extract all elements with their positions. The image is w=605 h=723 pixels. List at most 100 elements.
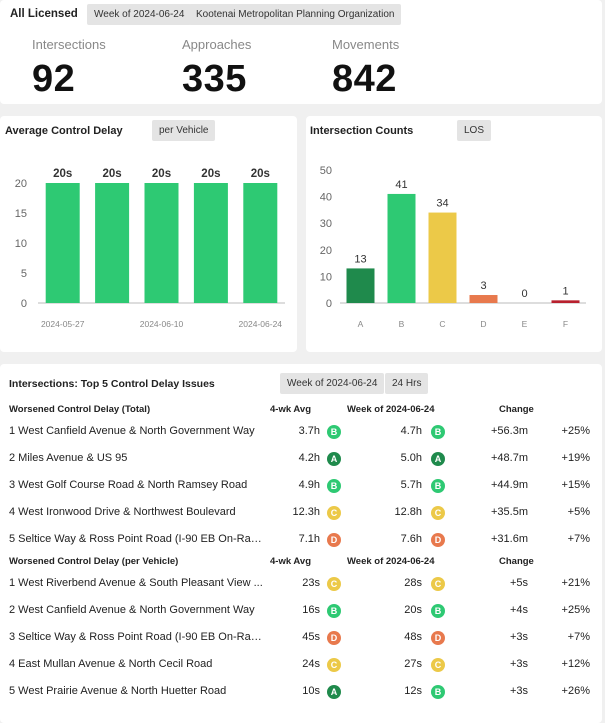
counts-chart-card: Intersection Counts LOS 0 10 20 30 40 50 13 A 41… xyxy=(306,116,602,352)
intersection-name: 4 West Ironwood Drive & Northwest Boulev… xyxy=(9,506,236,518)
x-tick-label: B xyxy=(399,319,405,329)
week-los-badge: C xyxy=(431,577,445,591)
week-delay-value: 27s xyxy=(404,658,422,670)
avg-los-badge: C xyxy=(327,577,341,591)
los-bar xyxy=(346,268,375,303)
y-tick-label: 20 xyxy=(320,245,332,257)
intersections-label: Intersections xyxy=(32,37,106,52)
week-los-badge: C xyxy=(431,506,445,520)
table-row[interactable]: 4 East Mullan Avenue & North Cecil Road 2… xyxy=(0,651,602,678)
change-percent: +21% xyxy=(561,577,590,589)
change-percent: +25% xyxy=(561,425,590,437)
avg-delay-value: 23s xyxy=(302,577,320,589)
bar-value-label: 34 xyxy=(436,198,448,210)
week-delay-value: 20s xyxy=(404,604,422,616)
section-header: Worsened Control Delay (Total) xyxy=(9,404,151,415)
per-vehicle-chip[interactable]: per Vehicle xyxy=(152,120,216,141)
delay-bar-chart: 0 5 10 15 20 20s 20s 20s 20s 20s 2024-05-27 2024-06… xyxy=(15,168,285,329)
change-value: +35.5m xyxy=(491,506,528,518)
org-filter-chip[interactable]: Kootenai Metropolitan Planning Organizat… xyxy=(189,4,402,25)
intersection-name: 4 East Mullan Avenue & North Cecil Road xyxy=(9,658,213,670)
y-tick-label: 0 xyxy=(21,298,27,310)
change-value: +48.7m xyxy=(491,452,528,464)
avg-delay-value: 4.9h xyxy=(298,479,320,491)
y-tick-label: 10 xyxy=(15,238,27,250)
change-value: +5s xyxy=(509,577,528,589)
change-value: +3s xyxy=(509,685,528,697)
y-tick-label: 20 xyxy=(15,178,27,190)
change-percent: +5% xyxy=(567,506,590,518)
change-percent: +12% xyxy=(561,658,590,670)
intersection-name: 3 Seltice Way & Ross Point Road (I-90 EB… xyxy=(9,631,269,643)
movements-value: 842 xyxy=(332,58,397,100)
intersection-name: 1 West Riverbend Avenue & South Pleasant… xyxy=(9,577,263,589)
table-row[interactable]: 3 West Golf Course Road & North Ramsey R… xyxy=(0,472,602,499)
week-delay-value: 12s xyxy=(404,685,422,697)
avg-los-badge: B xyxy=(327,425,341,439)
week-delay-value: 7.6h xyxy=(400,533,422,545)
avg-los-badge: A xyxy=(327,452,341,466)
intersection-name: 2 West Canfield Avenue & North Governmen… xyxy=(9,604,255,616)
avg-delay-value: 3.7h xyxy=(298,425,320,437)
x-tick-label: D xyxy=(480,319,486,329)
avg-los-badge: B xyxy=(327,604,341,618)
delay-chart-card: Average Control Delay per Vehicle 0 5 10 15… xyxy=(0,116,297,352)
table-row[interactable]: 2 Miles Avenue & US 95 4.2h 5.0h +48.7m +19%… xyxy=(0,445,602,472)
top5-week-chip[interactable]: Week of 2024-06-24 xyxy=(280,373,385,394)
x-tick-label: F xyxy=(563,319,568,329)
week-delay-value: 5.7h xyxy=(400,479,422,491)
bar-value-label: 3 xyxy=(480,280,486,292)
table-row[interactable]: 2 West Canfield Avenue & North Governmen… xyxy=(0,597,602,624)
table-row[interactable]: 3 Seltice Way & Ross Point Road (I-90 EB… xyxy=(0,624,602,651)
table-row[interactable]: 5 West Prairie Avenue & North Huetter Ro… xyxy=(0,678,602,705)
avg-los-badge: D xyxy=(327,533,341,547)
table-row[interactable]: 1 West Canfield Avenue & North Governmen… xyxy=(0,418,602,445)
week-delay-value: 48s xyxy=(404,631,422,643)
week-los-badge: D xyxy=(431,533,445,547)
intersection-name: 2 Miles Avenue & US 95 xyxy=(9,452,128,464)
intersection-name: 3 West Golf Course Road & North Ramsey R… xyxy=(9,479,248,491)
bar-value-label: 20s xyxy=(53,168,72,180)
avg-delay-value: 4.2h xyxy=(298,452,320,464)
week-los-badge: C xyxy=(431,658,445,672)
intersections-value: 92 xyxy=(32,58,76,100)
bar-value-label: 20s xyxy=(201,168,220,180)
week-los-badge: B xyxy=(431,604,445,618)
y-tick-label: 40 xyxy=(320,192,332,204)
bar-value-label: 1 xyxy=(562,285,568,297)
los-bar xyxy=(387,193,416,303)
y-tick-label: 10 xyxy=(320,271,332,283)
y-tick-label: 30 xyxy=(320,218,332,230)
los-chip[interactable]: LOS xyxy=(457,120,492,141)
col-week-header: Week of 2024-06-24 xyxy=(347,404,435,415)
x-tick-label: 2024-05-27 xyxy=(41,319,85,329)
table-row[interactable]: 1 West Riverbend Avenue & South Pleasant… xyxy=(0,570,602,597)
approaches-label: Approaches xyxy=(182,37,252,52)
top5-hrs-chip[interactable]: 24 Hrs xyxy=(385,373,429,394)
week-los-badge: D xyxy=(431,631,445,645)
change-percent: +26% xyxy=(561,685,590,697)
bar-value-label: 41 xyxy=(395,179,407,191)
delay-bar xyxy=(95,183,130,303)
movements-label: Movements xyxy=(332,37,400,52)
los-bar xyxy=(428,212,457,303)
col-avg-header: 4-wk Avg xyxy=(270,556,312,567)
week-filter-chip[interactable]: Week of 2024-06-24 xyxy=(87,4,192,25)
change-percent: +19% xyxy=(561,452,590,464)
change-value: +31.6m xyxy=(491,533,528,545)
intersection-name: 5 Seltice Way & Ross Point Road (I-90 EB… xyxy=(9,533,269,545)
y-tick-label: 15 xyxy=(15,208,27,220)
week-los-badge: B xyxy=(431,479,445,493)
col-change-header: Change xyxy=(499,404,534,415)
week-los-badge: A xyxy=(431,452,445,466)
week-delay-value: 12.8h xyxy=(394,506,422,518)
los-bar xyxy=(551,300,580,303)
avg-delay-value: 45s xyxy=(302,631,320,643)
bar-value-label: 0 xyxy=(521,288,527,300)
table-row[interactable]: 5 Seltice Way & Ross Point Road (I-90 EB… xyxy=(0,526,602,553)
avg-delay-value: 7.1h xyxy=(298,533,320,545)
bar-value-label: 13 xyxy=(354,253,366,265)
week-los-badge: B xyxy=(431,685,445,699)
bar-value-label: 20s xyxy=(251,168,270,180)
table-row[interactable]: 4 West Ironwood Drive & Northwest Boulev… xyxy=(0,499,602,526)
